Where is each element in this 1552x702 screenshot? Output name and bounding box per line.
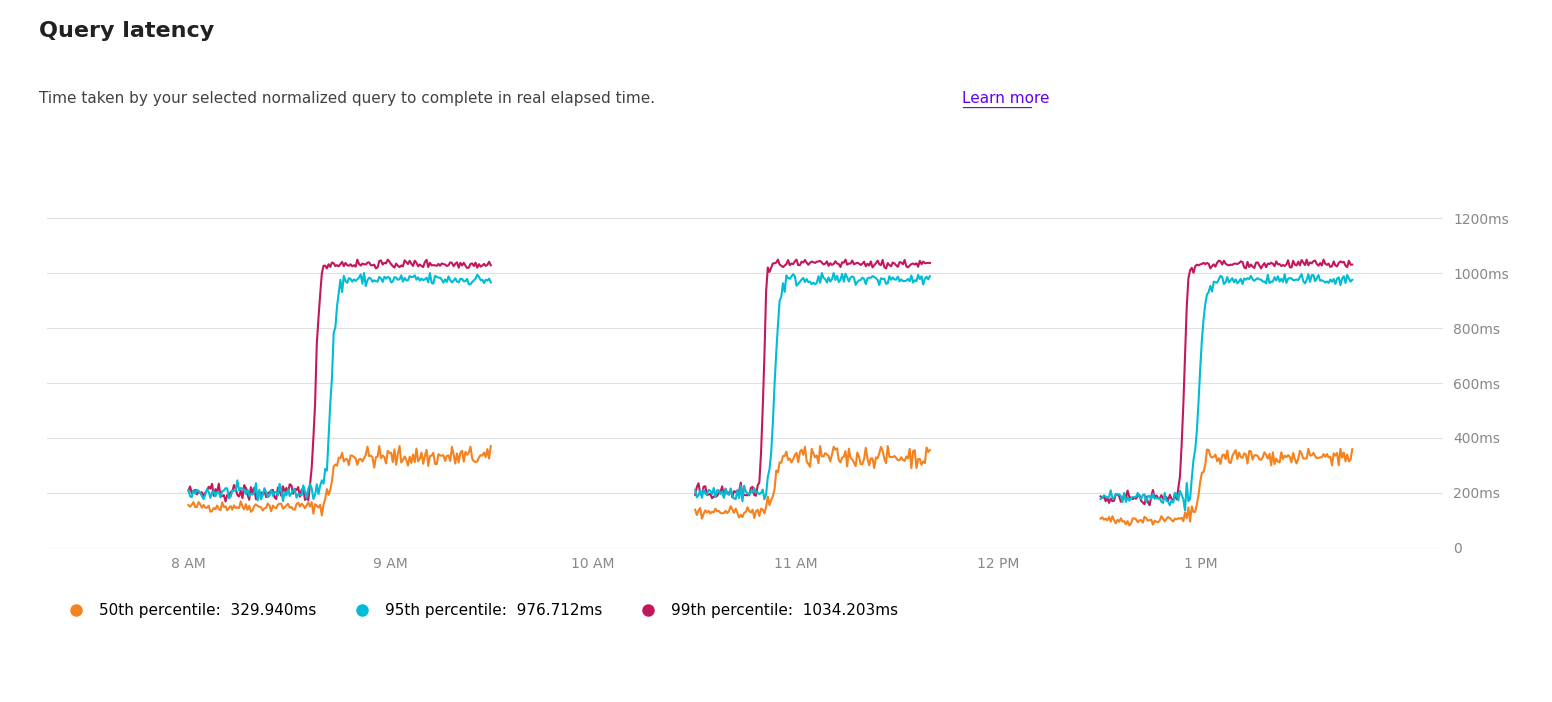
Text: __________: __________ xyxy=(962,95,1032,109)
Legend: 50th percentile:  329.940ms, 95th percentile:  976.712ms, 99th percentile:  1034: 50th percentile: 329.940ms, 95th percent… xyxy=(54,597,903,625)
Text: Learn more: Learn more xyxy=(962,91,1049,106)
Text: Time taken by your selected normalized query to complete in real elapsed time.: Time taken by your selected normalized q… xyxy=(39,91,655,106)
Text: Query latency: Query latency xyxy=(39,21,214,41)
